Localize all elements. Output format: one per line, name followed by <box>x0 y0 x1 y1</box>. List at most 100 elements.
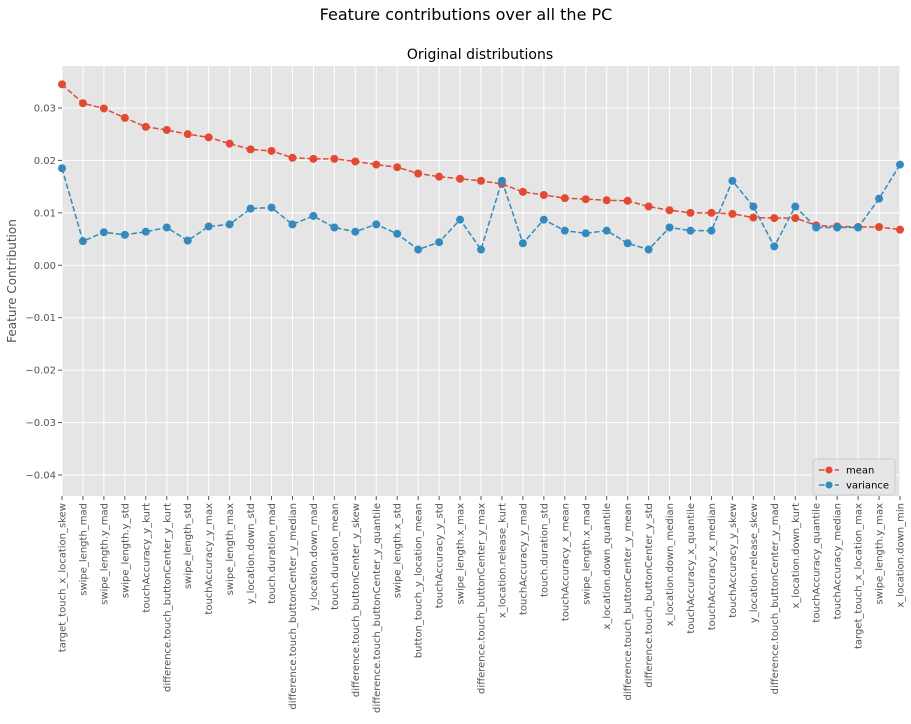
point-mean <box>644 202 653 211</box>
y-tick-label: 0.03 <box>34 103 56 114</box>
point-variance <box>875 194 884 203</box>
point-mean <box>78 99 87 108</box>
x-tick-label: touchAccuracy_y_std <box>435 503 446 608</box>
point-mean <box>539 191 548 199</box>
x-tick-label: difference.touch_buttonCenter_y_std <box>644 503 655 688</box>
point-variance <box>518 239 527 248</box>
point-mean <box>456 174 465 183</box>
point-variance <box>351 227 360 236</box>
point-mean <box>141 122 150 131</box>
point-mean <box>393 163 402 172</box>
x-tick-label: touch.duration_mad <box>267 503 278 604</box>
x-tick-label: swipe_length.x_mad <box>581 503 592 605</box>
point-variance <box>58 164 66 173</box>
x-tick-label: swipe_length_std <box>183 503 194 589</box>
point-variance <box>539 215 548 224</box>
x-tick-label: swipe_length.y_max <box>875 503 886 605</box>
point-mean <box>372 160 381 169</box>
x-tick-label: y_location.down_std <box>246 503 257 604</box>
point-variance <box>141 227 150 236</box>
x-axis: target_touch_x_location_skew swipe_length… <box>58 496 907 713</box>
legend-marker <box>825 481 833 489</box>
x-tick-label: touchAccuracy_x_median <box>707 503 718 630</box>
point-variance <box>183 236 192 245</box>
x-tick-label: difference.touch_buttonCenter_y_median <box>288 503 299 710</box>
point-variance <box>456 215 465 224</box>
point-variance <box>78 237 87 246</box>
y-tick-label: −0.01 <box>25 313 56 324</box>
x-tick-label: swipe_length.x_std <box>393 503 404 598</box>
y-axis: −0.04 −0.03 −0.02 −0.01 0.00 0.01 0.02 0.03 <box>25 103 62 482</box>
x-tick-label: touchAccuracy_y_max <box>204 503 215 615</box>
point-mean <box>477 176 485 185</box>
series-variance <box>58 160 904 254</box>
point-variance <box>602 226 611 235</box>
point-variance <box>435 238 444 247</box>
x-tick-label: target_touch_x_location_max <box>854 503 865 649</box>
x-tick-label: button_touch_y_location_mean <box>414 503 425 658</box>
point-variance <box>581 229 590 238</box>
point-variance <box>644 245 653 254</box>
x-tick-label: x_location.release_kurt <box>497 503 508 618</box>
point-variance <box>330 223 339 232</box>
point-variance <box>120 230 129 239</box>
point-mean <box>162 125 171 134</box>
series-mean <box>58 80 904 234</box>
x-tick-label: swipe_length.y_mad <box>99 503 110 605</box>
point-variance <box>665 223 674 232</box>
point-mean <box>351 157 360 166</box>
x-tick-label: touch.duration_std <box>539 503 550 597</box>
point-variance <box>623 239 632 248</box>
point-variance <box>372 220 381 229</box>
point-mean <box>560 194 569 203</box>
point-mean <box>99 104 108 113</box>
point-mean <box>602 196 611 205</box>
grid <box>61 66 901 496</box>
point-mean <box>225 139 234 148</box>
x-tick-label: touchAccuracy_x_quantile <box>686 503 697 634</box>
y-axis-label: Feature Contribution <box>5 219 19 343</box>
point-variance <box>99 228 108 237</box>
point-mean <box>791 214 800 223</box>
point-mean <box>875 222 884 231</box>
point-mean <box>896 225 904 234</box>
chart-title: Original distributions <box>407 47 553 63</box>
point-variance <box>707 226 716 235</box>
legend-item-variance: variance <box>819 481 889 492</box>
point-mean <box>770 214 779 223</box>
series-layer <box>58 80 904 254</box>
x-tick-label: touchAccuracy_quantile <box>812 503 823 623</box>
point-variance <box>560 226 569 235</box>
point-variance <box>309 211 318 220</box>
x-tick-label: difference.touch_buttonCenter_y_mean <box>623 503 634 701</box>
legend-marker <box>825 466 833 474</box>
x-tick-label: x_location.down_median <box>665 503 676 626</box>
point-mean <box>728 209 737 218</box>
y-tick-label: −0.02 <box>25 366 56 377</box>
legend-item-mean: mean <box>819 466 874 477</box>
y-tick-label: −0.04 <box>25 471 56 482</box>
y-tick-label: 0.01 <box>34 208 56 219</box>
point-mean <box>58 80 66 89</box>
y-tick-label: 0.00 <box>34 261 56 272</box>
point-variance <box>770 242 779 251</box>
x-tick-label: swipe_length.y_std <box>120 503 131 598</box>
point-mean <box>623 196 632 205</box>
x-tick-label: touchAccuracy_y_mad <box>518 503 529 615</box>
x-tick-label: touchAccuracy_y_skew <box>728 503 739 618</box>
x-tick-label: touch.duration_mean <box>330 503 341 610</box>
point-variance <box>686 226 695 235</box>
point-mean <box>686 208 695 217</box>
x-tick-label: touchAccuracy_y_kurt <box>141 503 152 613</box>
point-variance <box>749 202 758 211</box>
x-tick-label: difference.touch_buttonCenter_y_skew <box>351 503 362 697</box>
legend: mean variance <box>812 458 896 496</box>
point-mean <box>435 172 444 181</box>
x-tick-label: target_touch_x_location_skew <box>58 503 69 652</box>
point-mean <box>749 213 758 222</box>
point-variance <box>414 245 423 254</box>
point-mean <box>267 146 276 155</box>
point-mean <box>665 206 674 215</box>
point-mean <box>707 208 716 217</box>
